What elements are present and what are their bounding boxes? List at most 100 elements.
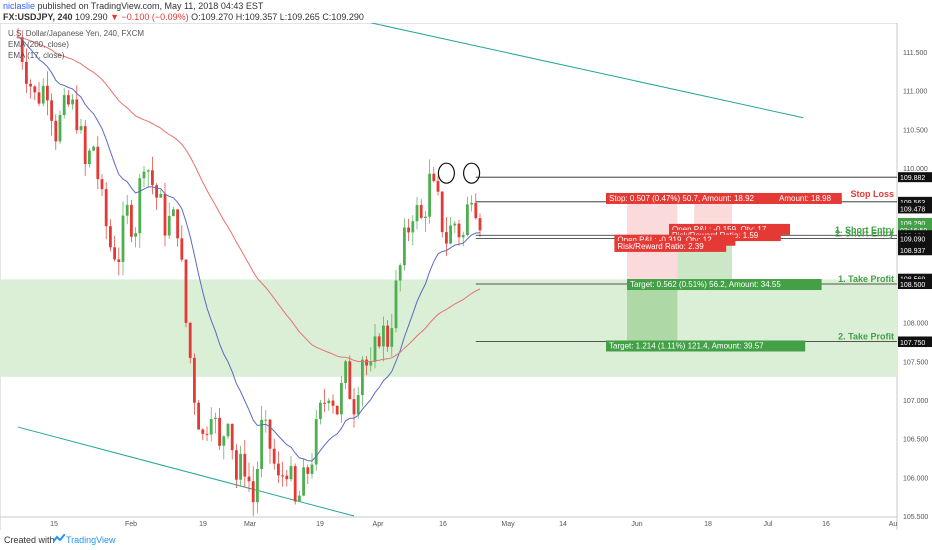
x-tick-label: 16 <box>439 521 447 528</box>
trendline-upper[interactable] <box>257 23 804 119</box>
candle-body <box>222 436 226 446</box>
y-tick-label: 105.500 <box>903 514 928 521</box>
target-label-2: Target: 1.214 (1.11%) 121.4, Amount: 39.… <box>609 341 764 350</box>
candle-body <box>125 204 129 216</box>
level-label: 1. Take Profit <box>838 274 894 284</box>
last-price: 109.290 <box>75 12 108 22</box>
candle-body <box>96 146 100 180</box>
x-tick-label: 18 <box>704 521 712 528</box>
candle-body <box>226 423 230 437</box>
price-axis-tag-bg <box>898 172 932 183</box>
pnl-label-1: Open P&L: -0.159, Qty: 17 <box>672 225 767 234</box>
price-axis-tag-bg <box>898 196 932 207</box>
candle-body <box>432 173 436 182</box>
candle-body <box>285 475 289 480</box>
price-axis-tag: 109.290 <box>900 221 925 228</box>
candle-body <box>113 247 116 260</box>
candle-body <box>331 400 335 406</box>
x-tick-label: 15 <box>50 521 58 528</box>
target-label-2-bg <box>606 340 806 352</box>
stop-label: Stop: 0.507 (0.47%) 50.7, Amount: 18.92 <box>609 194 755 203</box>
candle-body <box>251 481 255 503</box>
x-tick-label: Jul <box>764 521 773 528</box>
candle-body <box>474 202 478 219</box>
candle-body <box>424 216 427 218</box>
candle-body <box>390 328 394 347</box>
ohlc-close: C:109.290 <box>322 12 364 22</box>
candle-body <box>172 209 175 216</box>
rr-label-2: Risk/Reward Ratio: 2.39 <box>617 242 704 251</box>
candle-body <box>54 120 58 142</box>
candle-body <box>348 361 352 400</box>
candle-body <box>398 265 402 281</box>
price-axis-tag-bg <box>898 233 932 244</box>
x-tick-label: Jun <box>631 521 642 528</box>
x-tick-label: May <box>501 521 515 528</box>
candle-body <box>361 359 364 396</box>
plot-area[interactable] <box>0 23 898 530</box>
y-tick-label: 107.000 <box>903 398 928 405</box>
ema17-line <box>17 36 481 462</box>
price-change: −0.100 (−0.09%) <box>121 12 189 22</box>
double-top-circle <box>437 162 455 184</box>
stop-amount-label: Amount: 18.98 <box>779 194 832 203</box>
candle-body <box>415 205 419 222</box>
candle-body <box>440 191 444 233</box>
candle-body <box>41 85 45 104</box>
x-tick-label: 14 <box>559 521 567 528</box>
candle-body <box>386 325 389 347</box>
candle-body <box>37 92 41 104</box>
price-axis-tag-bg <box>898 279 932 290</box>
x-tick-label: Apr <box>373 521 385 528</box>
candle-body <box>218 417 221 446</box>
candle-body <box>184 259 188 323</box>
tradingview-brand[interactable]: TradingView <box>66 535 116 545</box>
candle-body <box>180 238 184 260</box>
x-tick-label: Feb <box>125 521 137 528</box>
price-axis-tag: 108.937 <box>900 248 925 255</box>
candle-body <box>243 453 247 477</box>
candle-body <box>209 419 213 435</box>
candle-body <box>344 361 347 383</box>
y-tick-label: 111.500 <box>903 50 927 57</box>
candle-body <box>260 419 263 469</box>
candle-body <box>205 433 209 435</box>
pnl-label-2: Open P&L: -0.319, Qty: 12 <box>617 236 712 245</box>
price-axis-tag-bg <box>898 224 932 235</box>
target-label-1-bg <box>627 279 822 291</box>
candle-body <box>327 400 331 404</box>
candle-body <box>33 86 37 93</box>
candle-body <box>377 336 381 347</box>
candle-body <box>457 223 461 238</box>
author-link[interactable]: niclaslie <box>3 1 36 11</box>
price-axis-tag-bg <box>898 203 932 214</box>
price-axis-tag: 109.090 <box>900 236 925 243</box>
x-tick-label: Au <box>889 521 898 528</box>
candle-body <box>159 193 163 198</box>
legend-title: U.S. Dollar/Japanese Yen, 240, FXCM <box>8 29 145 38</box>
candle-body <box>264 419 268 421</box>
candle-body <box>428 173 431 217</box>
ema200-line <box>17 36 481 363</box>
ohlc-open: O:109.270 <box>191 12 234 22</box>
candle-body <box>340 382 343 415</box>
candle-body <box>272 448 276 464</box>
candle-body <box>167 215 171 236</box>
candle-body <box>197 402 200 430</box>
candle-body <box>411 221 415 233</box>
price-axis-tag: 109.478 <box>900 206 925 213</box>
target-label-1: Target: 0.562 (0.51%) 56.2, Amount: 34.5… <box>630 280 781 289</box>
pnl-label-2-bg <box>614 234 736 246</box>
x-tick-label: 19 <box>316 521 324 528</box>
publish-line: niclaslie published on TradingView.com, … <box>3 1 263 11</box>
pnl-label-1-bg <box>669 223 790 235</box>
candle-body <box>163 193 167 236</box>
candle-body <box>146 170 150 172</box>
candle-body <box>117 259 121 262</box>
x-tick-label: Mar <box>244 521 257 528</box>
candle-body <box>130 204 133 237</box>
candle-body <box>268 419 272 449</box>
candle-body <box>373 336 377 362</box>
header-bar: niclaslie published on TradingView.com, … <box>0 0 932 22</box>
